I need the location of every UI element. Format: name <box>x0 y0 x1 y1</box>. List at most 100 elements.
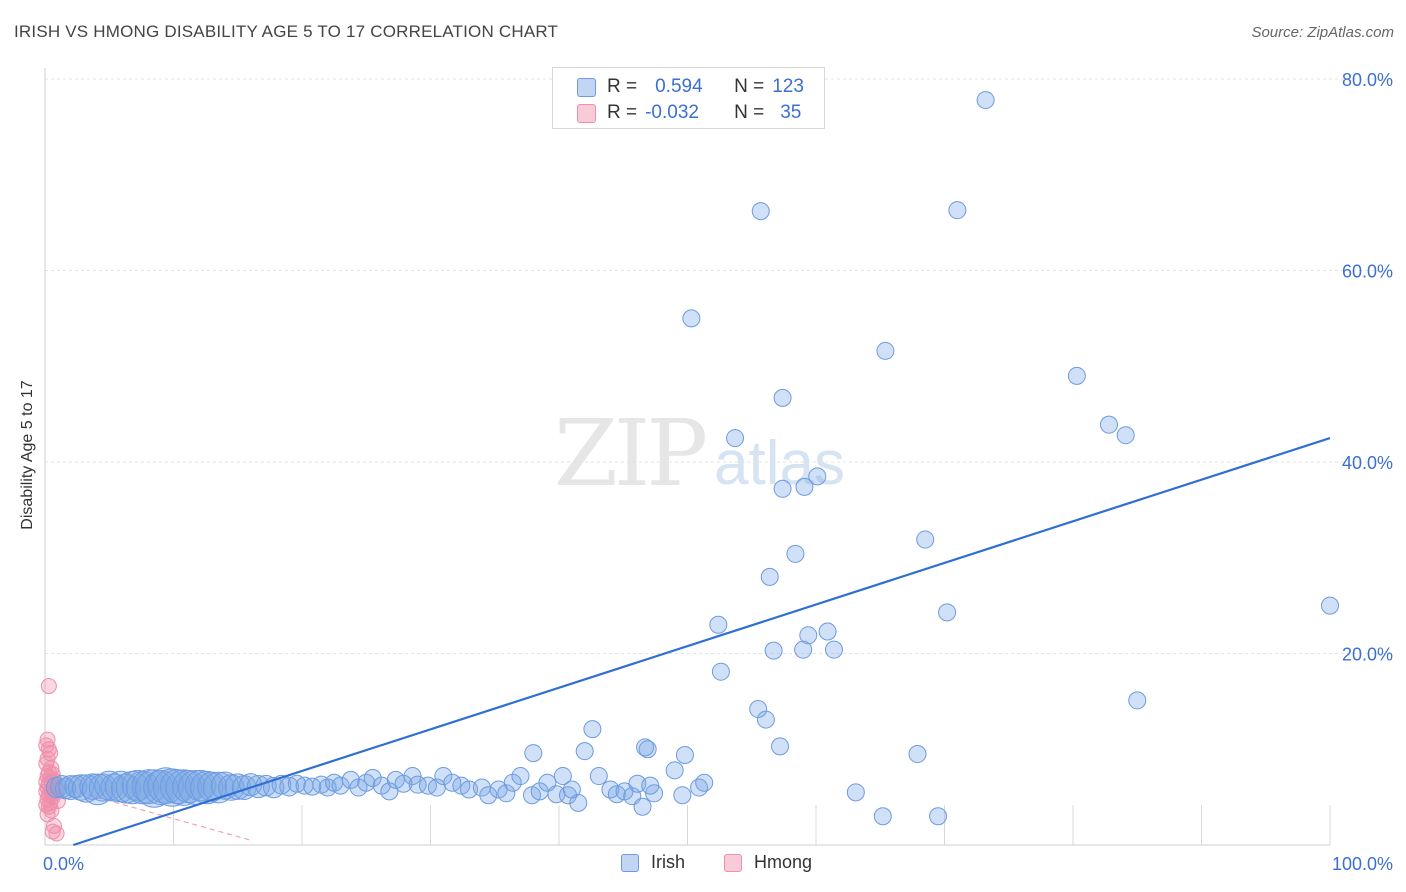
irish-point <box>690 778 709 797</box>
irish-point <box>1116 426 1135 445</box>
legend-item-irish[interactable]: Irish <box>621 852 685 873</box>
hmong-point <box>48 825 65 842</box>
irish-point <box>394 774 413 793</box>
hmong-point <box>40 678 57 695</box>
stats-legend: R = 0.594 N = 123 R = -0.032 N = 35 <box>552 67 825 129</box>
y-tick-label: 60.0% <box>1342 262 1393 282</box>
stats-row-hmong: R = -0.032 N = 35 <box>577 102 801 124</box>
irish-point <box>948 201 967 220</box>
irish-point <box>771 737 790 756</box>
irish-point <box>633 797 652 816</box>
series-legend: Irish Hmong <box>0 852 1406 878</box>
irish-trend-line <box>72 437 1331 847</box>
irish-r-value: 0.594 <box>655 76 703 97</box>
irish-point <box>636 738 655 757</box>
hmong-point <box>38 737 55 754</box>
irish-n-label: N = <box>734 76 765 97</box>
x-tick-label: 0.0% <box>43 854 84 874</box>
irish-point <box>524 744 543 763</box>
irish-point <box>408 775 427 794</box>
hmong-r-label: R = <box>607 102 638 123</box>
irish-point <box>503 773 522 792</box>
irish-point <box>553 767 572 786</box>
irish-point <box>873 807 892 826</box>
irish-point <box>1321 596 1339 615</box>
irish-point <box>773 388 792 407</box>
chart-title: IRISH VS HMONG DISABILITY AGE 5 TO 17 CO… <box>14 22 559 41</box>
irish-point <box>711 662 730 681</box>
irish-point <box>497 784 516 803</box>
hmong-n-value: 35 <box>780 102 802 123</box>
irish-point <box>434 767 453 786</box>
irish-point <box>764 641 783 660</box>
hmong-swatch <box>577 103 596 123</box>
irish-point <box>786 544 805 563</box>
legend-swatch-irish <box>621 853 639 872</box>
irish-point <box>976 91 995 110</box>
y-tick-label: 20.0% <box>1342 645 1393 665</box>
irish-r-label: R = <box>607 76 638 97</box>
irish-point <box>589 767 608 786</box>
y-tick-label: 80.0% <box>1342 70 1393 90</box>
irish-point <box>749 700 768 719</box>
irish-point <box>218 774 245 801</box>
irish-point <box>756 710 775 729</box>
irish-point <box>929 807 948 826</box>
irish-point <box>1128 691 1147 710</box>
irish-n-value: 123 <box>772 76 804 97</box>
irish-point <box>795 477 814 496</box>
stats-row-irish: R = 0.594 N = 123 <box>577 76 804 98</box>
irish-point <box>908 745 927 764</box>
watermark-zip: ZIP <box>554 400 708 507</box>
irish-point <box>824 640 843 659</box>
irish-point <box>363 768 382 787</box>
x-tick-label: 100.0% <box>1332 854 1393 874</box>
irish-point <box>72 774 101 803</box>
irish-point <box>876 341 895 360</box>
irish-point <box>403 767 422 786</box>
irish-point <box>303 777 322 796</box>
irish-point <box>287 774 306 793</box>
irish-point <box>682 309 701 328</box>
watermark-atlas: atlas <box>714 429 845 498</box>
irish-point <box>418 776 437 795</box>
irish-point <box>673 786 692 805</box>
irish-point <box>773 479 792 498</box>
y-tick-label: 40.0% <box>1342 453 1393 473</box>
irish-point <box>709 615 728 634</box>
irish-point <box>916 530 935 549</box>
irish-point <box>641 776 660 795</box>
irish-point <box>938 603 957 622</box>
irish-point <box>799 626 818 645</box>
irish-point <box>575 742 594 761</box>
irish-point <box>846 783 865 802</box>
irish-point <box>583 720 602 739</box>
irish-point <box>184 769 217 802</box>
irish-point <box>751 202 770 221</box>
hmong-n-label: N = <box>734 102 765 123</box>
irish-point <box>760 567 779 586</box>
irish-point <box>479 786 498 805</box>
chart-source: Source: ZipAtlas.com <box>1251 24 1394 41</box>
irish-point <box>665 761 684 780</box>
irish-point <box>246 775 270 799</box>
legend-item-hmong[interactable]: Hmong <box>724 852 812 873</box>
irish-point <box>675 745 694 764</box>
hmong-r-value: -0.032 <box>645 102 699 123</box>
irish-point <box>341 770 360 789</box>
irish-point <box>808 467 827 486</box>
legend-swatch-hmong <box>724 853 742 872</box>
irish-point <box>331 776 350 795</box>
irish-point <box>638 740 657 759</box>
legend-label-irish: Irish <box>651 852 686 872</box>
irish-point <box>1067 366 1086 385</box>
irish-point <box>562 780 581 799</box>
irish-point <box>511 767 530 786</box>
irish-swatch <box>577 77 596 97</box>
irish-point <box>695 773 714 792</box>
irish-point <box>380 782 399 801</box>
irish-point <box>818 622 837 641</box>
irish-point <box>726 429 745 448</box>
irish-point <box>794 640 813 659</box>
